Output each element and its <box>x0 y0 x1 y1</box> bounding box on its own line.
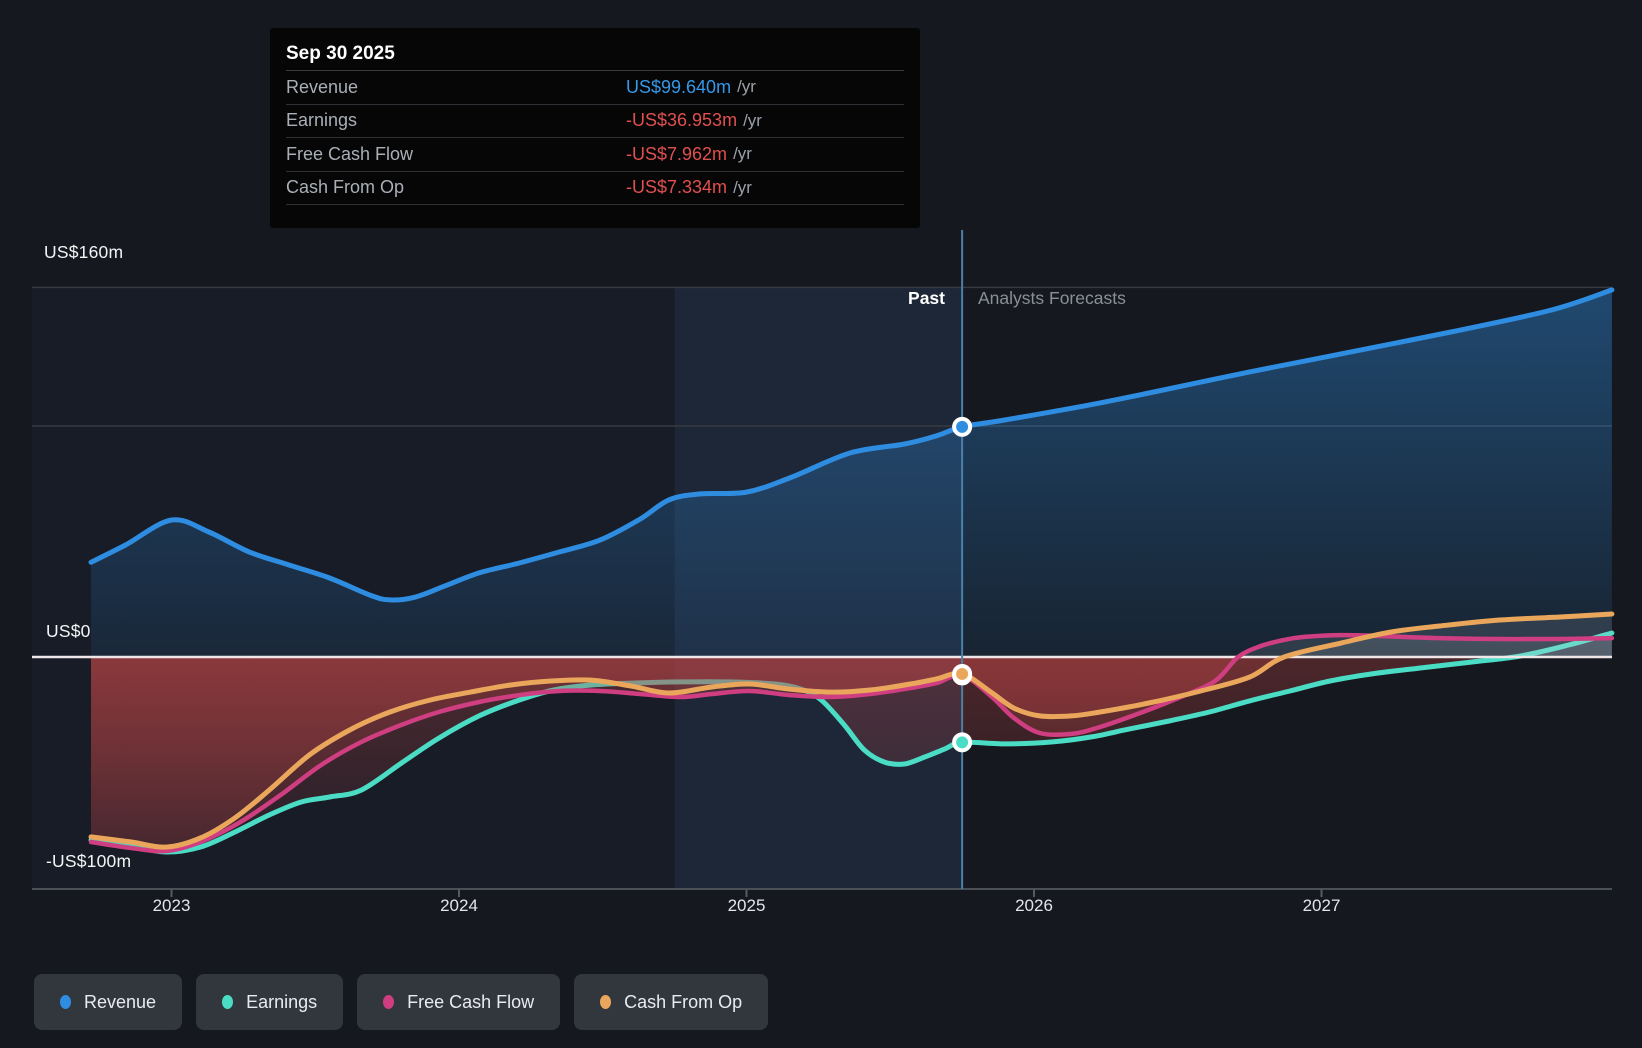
past-label: Past <box>908 288 945 308</box>
tooltip: Sep 30 2025 Revenue US$99.640m/yr Earnings… <box>270 28 920 228</box>
legend-item-cash-from-op[interactable]: Cash From Op <box>574 974 769 1030</box>
revenue-area <box>91 289 1612 657</box>
free-cash-flow-line <box>88 632 1615 854</box>
cash-from-op-line <box>88 611 1615 850</box>
legend-item-free-cash-flow[interactable]: Free Cash Flow <box>357 974 561 1030</box>
y-axis-label-neg100m: -US$100m <box>46 851 132 871</box>
legend: Revenue Earnings Free Cash Flow Cash From O… <box>34 974 769 1030</box>
cash-from-op-marker[interactable] <box>952 663 973 684</box>
tooltip-row-value: US$99.640m <box>626 76 732 97</box>
tooltip-row-value: -US$7.334m <box>626 177 728 198</box>
legend-item-label: Cash From Op <box>624 991 743 1012</box>
tooltip-row-value: -US$36.953m <box>626 110 738 131</box>
tooltip-row-unit: /yr <box>743 110 762 130</box>
legend-dot <box>383 995 395 1009</box>
legend-dot <box>222 995 234 1009</box>
tooltip-row-earnings: Earnings -US$36.953m/yr <box>286 105 904 138</box>
tooltip-rows: Revenue US$99.640m/yr Earnings -US$36.953m /… <box>286 71 904 205</box>
cashop-negative-area <box>91 657 1612 848</box>
tooltip-row-label: Earnings <box>286 110 358 131</box>
tooltip-row-revenue: Revenue US$99.640m/yr <box>286 71 904 105</box>
tooltip-row-cash-from-op: Cash From Op -US$7.334m/yr <box>286 172 904 205</box>
tooltip-row-label: Revenue <box>286 76 359 97</box>
legend-item-label: Earnings <box>246 991 318 1012</box>
x-axis-label-2023: 2023 <box>152 896 191 915</box>
tooltip-row-label: Cash From Op <box>286 177 405 198</box>
fcf-positive-area <box>91 635 1612 657</box>
x-axis-label-2026: 2026 <box>1015 896 1053 915</box>
legend-item-earnings[interactable]: Earnings <box>196 974 344 1030</box>
tooltip-row-unit: /yr <box>733 177 752 197</box>
legend-item-revenue[interactable]: Revenue <box>34 974 183 1030</box>
legend-item-label: Free Cash Flow <box>407 991 535 1012</box>
x-axis-label-2024: 2024 <box>440 896 478 915</box>
cashop-positive-area <box>91 614 1612 657</box>
earnings-marker[interactable] <box>952 732 973 753</box>
y-axis-label-160m: US$160m <box>44 242 124 262</box>
analysts-forecasts-label: Analysts Forecasts <box>978 288 1126 308</box>
tooltip-row-unit: /yr <box>733 144 752 164</box>
x-axis-label-2027: 2027 <box>1302 896 1341 915</box>
x-axis-label-2025: 2025 <box>727 896 766 915</box>
y-axis-label-0: US$0 <box>46 621 91 641</box>
legend-dot <box>600 995 612 1009</box>
revenue-line <box>88 287 1615 603</box>
tooltip-row-unit: /yr <box>737 77 756 97</box>
tooltip-date: Sep 30 2025 <box>286 40 904 71</box>
tooltip-row-label: Free Cash Flow <box>286 143 414 164</box>
legend-dot <box>60 995 71 1009</box>
revenue-marker[interactable] <box>952 416 973 437</box>
earnings-line <box>88 630 1615 855</box>
tooltip-row-free-cash-flow: Free Cash Flow -US$7.962m/yr <box>286 138 904 172</box>
legend-item-label: Revenue <box>84 991 157 1012</box>
tooltip-row-value: -US$7.962m <box>626 143 728 164</box>
